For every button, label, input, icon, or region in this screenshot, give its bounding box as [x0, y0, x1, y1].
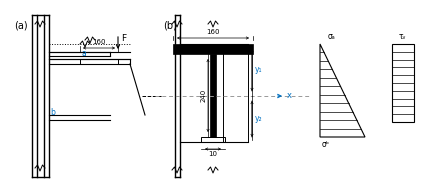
Text: F: F: [121, 34, 126, 43]
Text: σᵇ: σᵇ: [321, 140, 329, 149]
Text: 240: 240: [200, 89, 206, 102]
Text: (b): (b): [163, 20, 176, 30]
Text: 160: 160: [92, 39, 105, 45]
Bar: [391, 44, 413, 122]
Text: b: b: [50, 108, 55, 117]
Bar: [80, 59, 118, 64]
Bar: [172, 44, 252, 54]
Bar: [209, 54, 215, 137]
Bar: [200, 137, 224, 142]
Text: σₐ: σₐ: [327, 32, 335, 41]
Bar: [222, 44, 247, 142]
Text: y₁: y₁: [255, 65, 262, 74]
Text: τᵥ: τᵥ: [398, 32, 406, 41]
Text: y₂: y₂: [255, 114, 262, 123]
Polygon shape: [319, 44, 364, 137]
Text: a: a: [82, 49, 86, 58]
Text: x: x: [286, 92, 291, 100]
Text: (a): (a): [14, 20, 28, 30]
Text: 160: 160: [206, 29, 219, 35]
Text: 10: 10: [208, 151, 217, 157]
